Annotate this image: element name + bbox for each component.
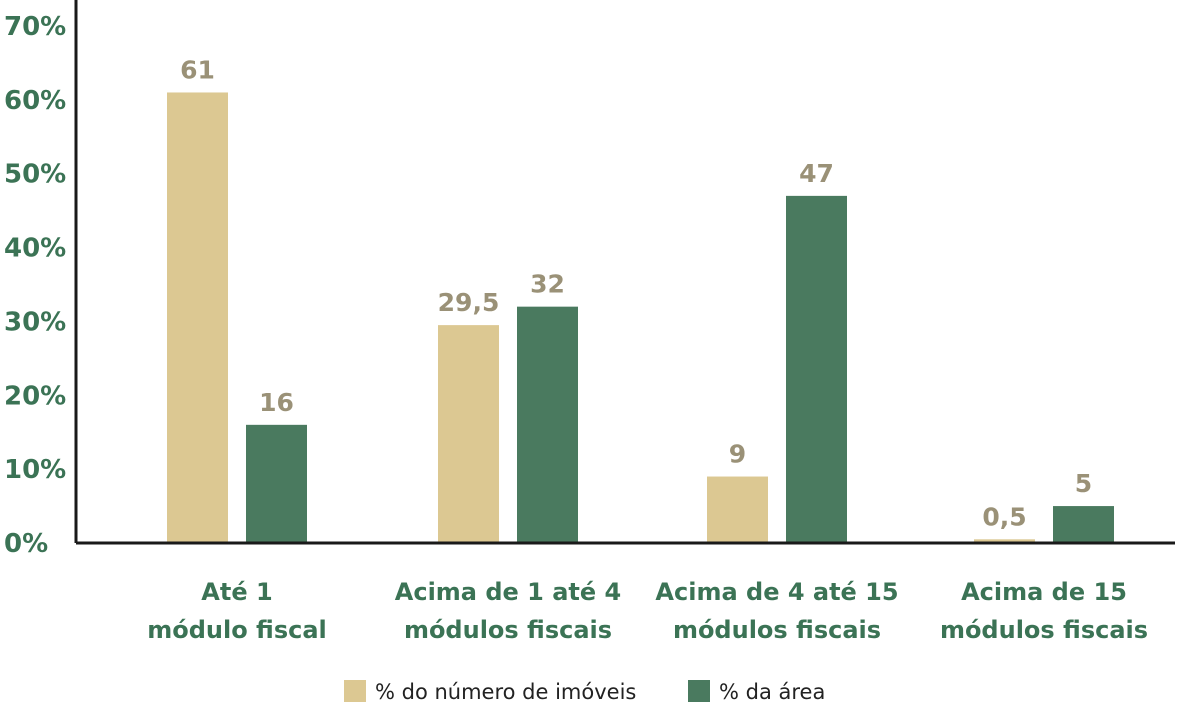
x-tick-label-line: módulos fiscais (404, 616, 612, 644)
y-tick-label: 30% (4, 307, 66, 337)
bar (974, 539, 1035, 543)
x-tick-label-line: Até 1 (201, 578, 272, 606)
legend-label: % do número de imóveis (375, 680, 636, 704)
y-tick-label: 70% (4, 12, 66, 42)
y-tick-label: 20% (4, 381, 66, 411)
x-tick-label-line: Acima de 4 até 15 (655, 578, 898, 606)
legend-label: % da área (719, 680, 825, 704)
x-tick-label: Acima de 15 módulos fiscais (940, 578, 1148, 644)
bar (1053, 506, 1114, 543)
legend-swatch (688, 680, 710, 702)
data-label: 5 (1075, 469, 1092, 498)
y-tick-label: 50% (4, 160, 66, 190)
bar (786, 195, 847, 543)
x-tick-label-line: Acima de 15 (961, 578, 1127, 606)
legend-swatch (344, 680, 366, 702)
data-label: 47 (799, 159, 834, 188)
x-tick-label-line: Acima de 1 até 4 (395, 578, 621, 606)
data-labels: 61 29,5 9 0,5 16 32 47 5 (180, 55, 1092, 531)
y-tick-label: 60% (4, 86, 66, 116)
y-tick-label: 0% (4, 529, 48, 559)
x-tick-label: Até 1 módulo fiscal (147, 578, 327, 644)
bar (707, 476, 768, 543)
bar (517, 306, 578, 543)
bar (438, 325, 499, 543)
x-tick-label-line: módulo fiscal (147, 616, 327, 644)
x-tick-label-line: módulos fiscais (940, 616, 1148, 644)
bars (167, 92, 1114, 543)
bar (167, 92, 228, 543)
data-label: 32 (530, 270, 565, 299)
bar (246, 424, 307, 543)
x-axis-ticks: Até 1 módulo fiscal Acima de 1 até 4 módulo… (147, 578, 1148, 644)
data-label: 0,5 (982, 502, 1026, 531)
x-tick-label-line: módulos fiscais (673, 616, 881, 644)
y-tick-label: 10% (4, 455, 66, 485)
legend: % do número de imóveis % da área (344, 680, 825, 704)
y-axis-ticks: 0% 10% 20% 30% 40% 50% 60% 70% (4, 12, 66, 559)
y-tick-label: 40% (4, 234, 66, 264)
data-label: 16 (259, 388, 294, 417)
data-label: 9 (729, 440, 746, 469)
x-tick-label: Acima de 1 até 4 módulos fiscais (395, 578, 621, 644)
data-label: 29,5 (438, 288, 500, 317)
x-tick-label: Acima de 4 até 15 módulos fiscais (655, 578, 898, 644)
data-label: 61 (180, 55, 215, 84)
